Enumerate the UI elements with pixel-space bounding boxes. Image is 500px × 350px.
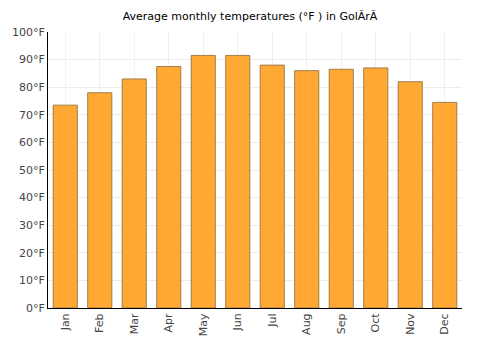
svg-text:Average monthly temperatures (: Average monthly temperatures (°F ) in Go… (123, 10, 378, 23)
svg-text:Apr: Apr (162, 313, 175, 333)
svg-text:90°F: 90°F (19, 53, 45, 66)
svg-text:100°F: 100°F (12, 26, 45, 39)
svg-text:Aug: Aug (300, 313, 313, 334)
svg-text:Jun: Jun (231, 313, 244, 331)
svg-text:30°F: 30°F (19, 219, 45, 232)
svg-text:Nov: Nov (404, 313, 417, 335)
svg-text:Dec: Dec (438, 313, 451, 334)
svg-text:40°F: 40°F (19, 191, 45, 204)
svg-text:20°F: 20°F (19, 247, 45, 260)
svg-text:Feb: Feb (93, 313, 106, 332)
svg-text:10°F: 10°F (19, 274, 45, 287)
svg-text:70°F: 70°F (19, 109, 45, 122)
svg-text:Mar: Mar (128, 313, 141, 334)
svg-text:Jan: Jan (59, 313, 72, 331)
svg-text:0°F: 0°F (26, 302, 45, 315)
svg-text:Jul: Jul (266, 313, 279, 327)
svg-text:80°F: 80°F (19, 81, 45, 94)
svg-text:Sep: Sep (335, 313, 348, 334)
svg-text:50°F: 50°F (19, 164, 45, 177)
svg-text:May: May (197, 313, 210, 336)
svg-text:Oct: Oct (369, 313, 382, 333)
svg-text:60°F: 60°F (19, 136, 45, 149)
